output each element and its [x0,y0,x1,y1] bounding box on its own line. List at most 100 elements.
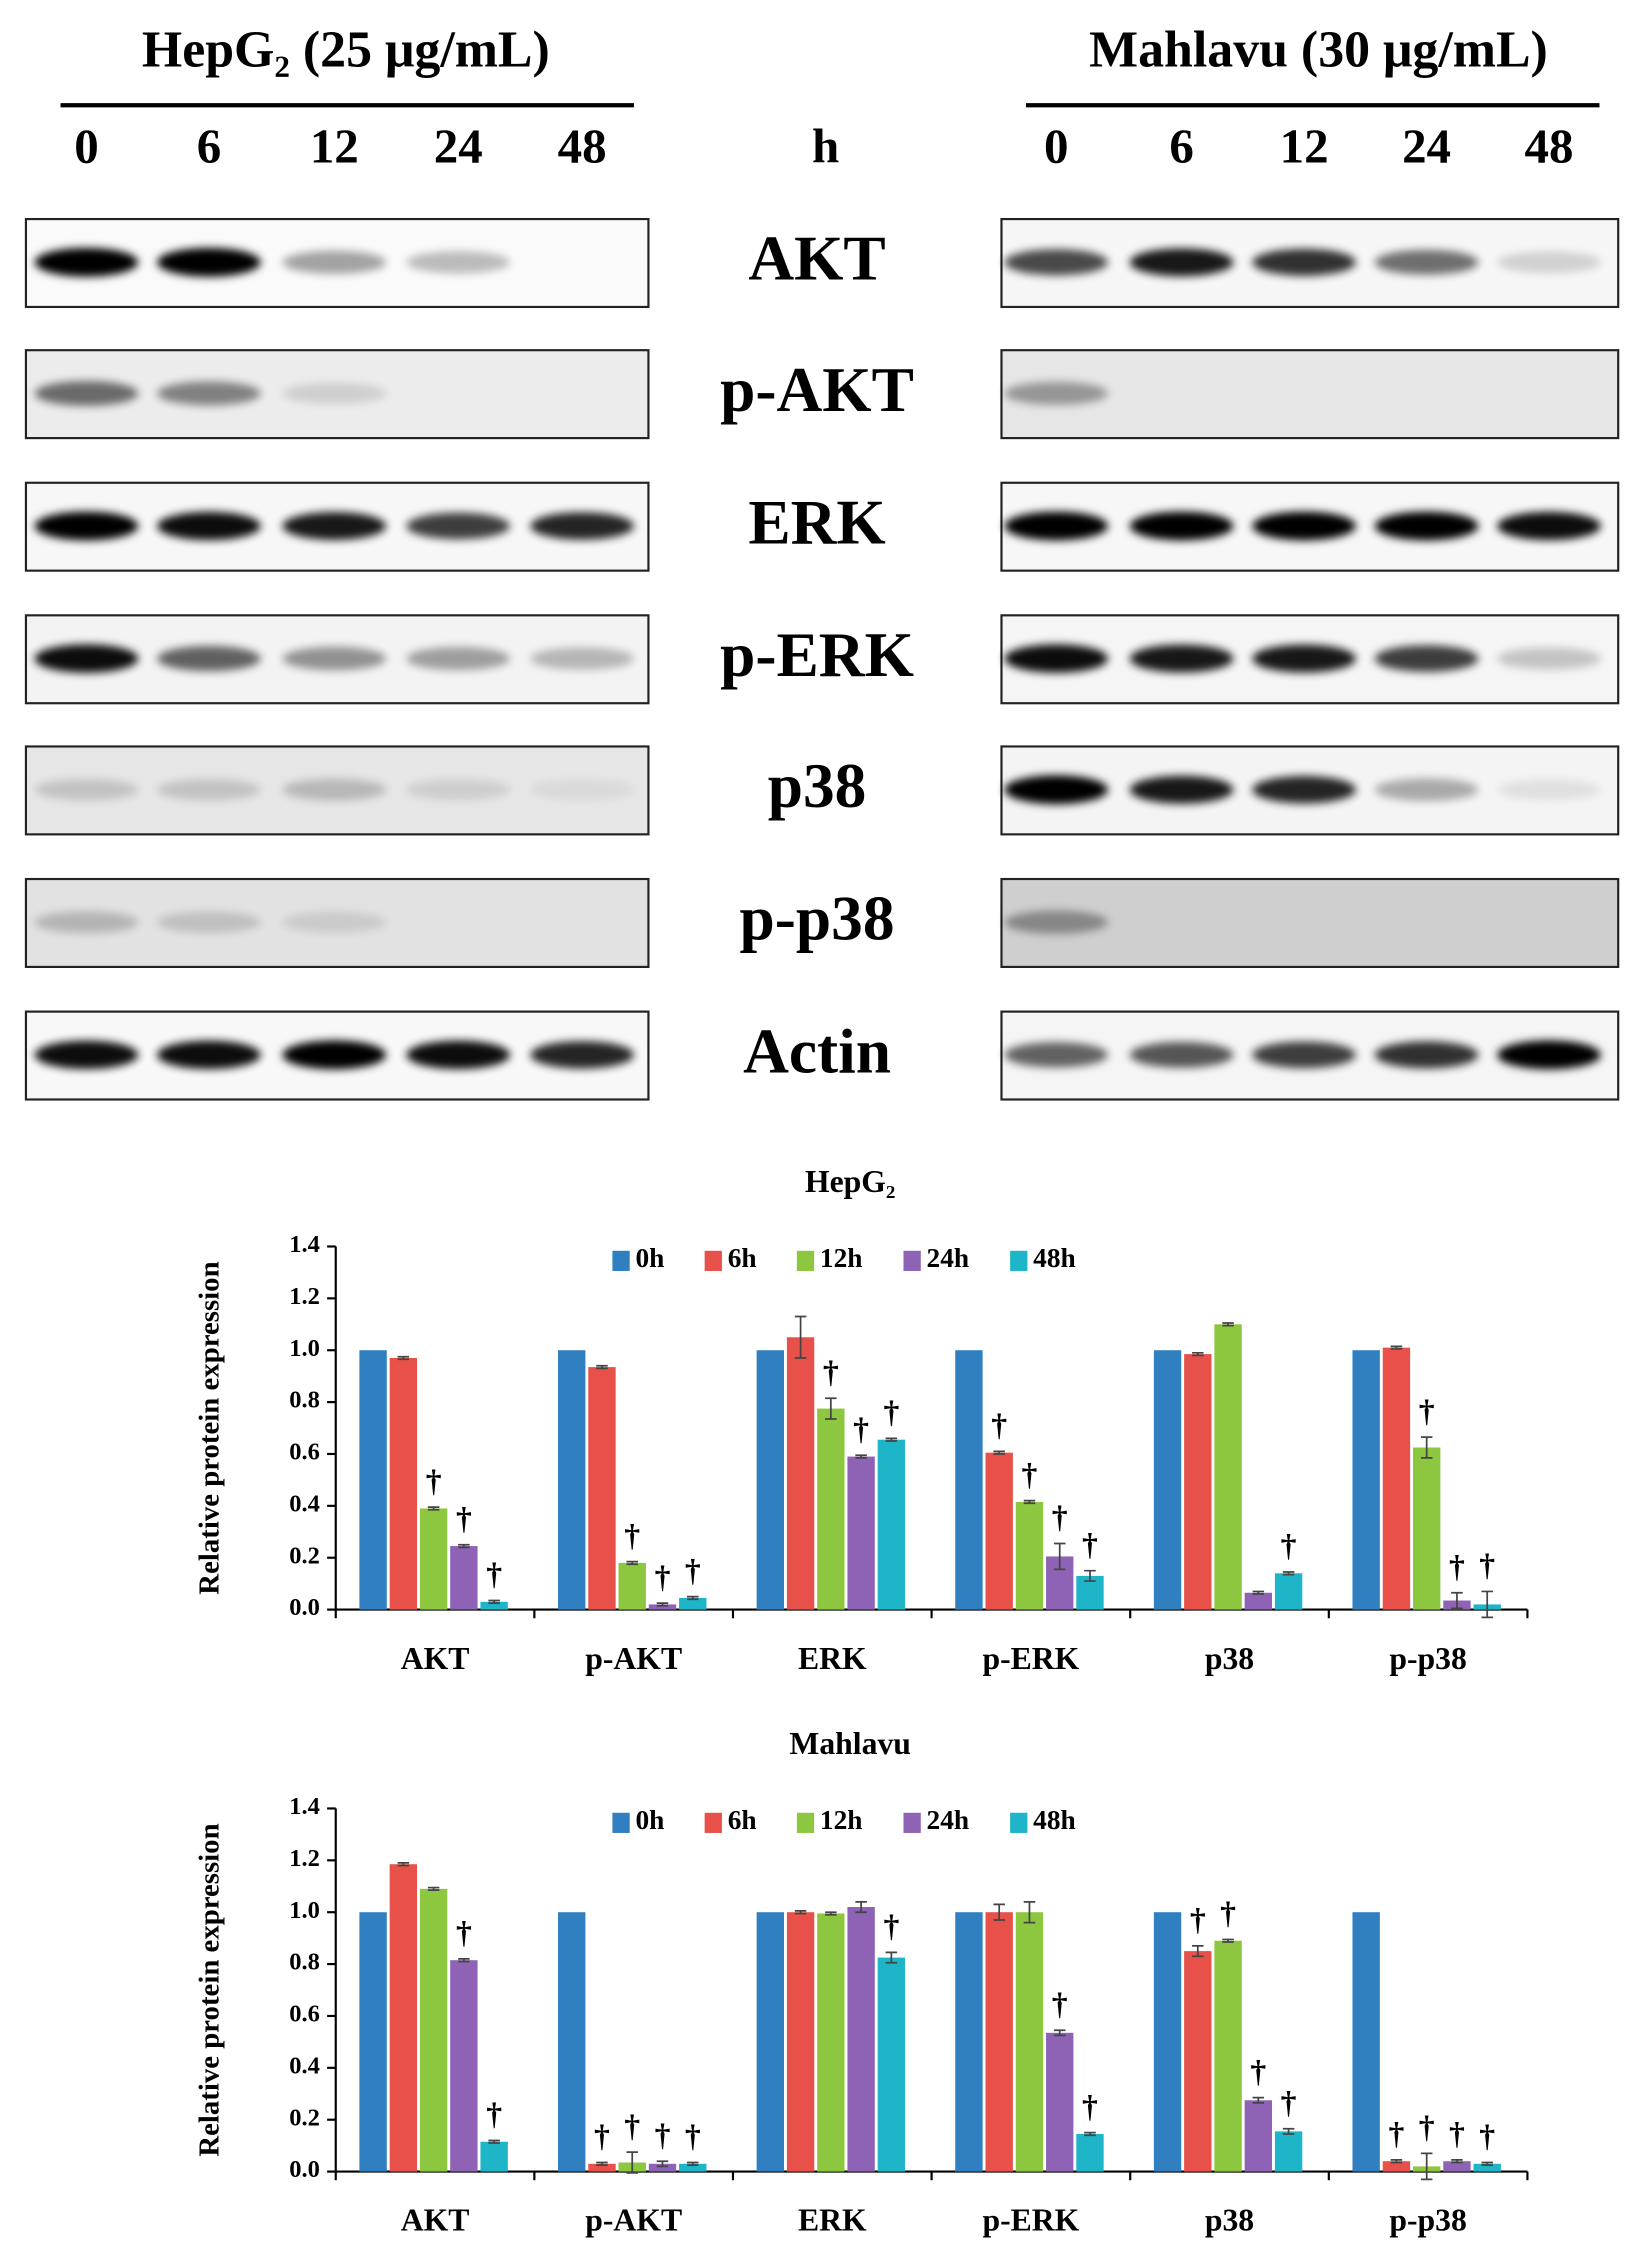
significance-mark: † [1479,1548,1495,1583]
bar [359,1912,387,2172]
error-bar [794,1315,807,1359]
significance-mark: † [883,1395,899,1430]
legend-swatch [612,1812,630,1833]
x-tick-label: p-p38 [1389,2203,1467,2238]
y-tick-label: 0.0 [289,2156,320,2183]
significance-mark: † [456,1501,472,1536]
bar [1153,1350,1182,1610]
y-tick-label: 0.2 [289,2104,320,2131]
bar [648,2163,677,2172]
error-bar [993,1903,1005,1921]
bar [1153,1912,1182,2172]
x-tick-label: p-p38 [1389,1641,1467,1676]
bar [1412,1447,1441,1610]
protein-label: AKT [748,224,885,294]
blot-band [282,646,387,671]
significance-mark: † [1220,1896,1236,1931]
blot-band [406,1040,511,1070]
bar [419,1508,448,1610]
x-tick-label: p38 [1205,2203,1254,2238]
blot-band [1004,249,1109,276]
blot-band [406,646,511,671]
bar [679,2163,707,2172]
significance-mark: † [1419,1393,1435,1428]
y-tick-label: 1.0 [289,1335,320,1362]
blot-band [34,511,139,541]
bar [756,1350,785,1610]
error-bar [1252,1590,1265,1595]
x-tick-label: p38 [1205,1641,1254,1676]
error-bar [1053,2029,1066,2037]
blot-band [1374,1041,1479,1069]
bar [679,1597,707,1610]
significance-mark: † [655,1559,671,1594]
bar [648,1604,677,1610]
error-bar [825,1397,837,1420]
y-axis-label: Relative protein expression [193,1823,225,2156]
bar [359,1350,387,1610]
lane-label: 12 [310,119,359,174]
bar [1214,1324,1242,1610]
blot-band [34,380,139,406]
legend-swatch [704,1250,722,1271]
blot-band [1374,778,1479,802]
error-bar [596,2161,608,2166]
blot-band [157,1040,261,1070]
bar [847,1456,875,1610]
legend-swatch [612,1250,630,1271]
y-tick-label: 0.4 [289,2052,320,2079]
legend-label: 6h [728,1243,757,1273]
legend-label: 6h [728,1805,757,1835]
x-tick-label: ERK [798,2203,867,2238]
error-bar [825,1911,837,1916]
error-bar [1192,1945,1204,1958]
blot-band [282,512,387,540]
legend-swatch [1010,1250,1028,1271]
bar [1382,2161,1411,2172]
error-bar [397,1355,410,1361]
significance-mark: † [655,2117,671,2152]
blot-band [157,511,261,541]
error-bar [1451,1591,1463,1610]
error-bar [1023,1499,1036,1505]
y-tick-label: 1.2 [289,1283,320,1310]
blot-band [1497,779,1601,801]
blot-band [1497,647,1601,670]
blot-band [530,512,635,540]
y-tick-label: 0.2 [289,1542,320,1569]
blot-band [1004,644,1109,673]
blot-band [282,1040,387,1070]
y-tick-label: 1.2 [289,1845,320,1872]
bar [1076,2133,1104,2172]
legend-label: 24h [927,1805,970,1835]
error-bar [855,1900,867,1914]
error-bar [1053,1542,1066,1571]
blot-band [34,247,139,277]
lane-label: 0 [74,119,99,174]
bar [1443,2161,1471,2172]
error-bar [686,2161,699,2166]
bar [558,1350,586,1610]
error-bar [1481,1590,1493,1619]
blot-band [34,778,139,801]
bar [588,1367,616,1610]
significance-mark: † [1449,2116,1465,2151]
bar [1274,2131,1303,2172]
y-tick-label: 0.8 [289,1387,320,1414]
blot-band [1374,645,1479,672]
legend-label: 12h [820,1805,863,1835]
bar [817,1913,845,2172]
significance-mark: † [1052,1986,1068,2021]
blot-band [157,911,261,933]
significance-mark: † [1082,1527,1098,1562]
blot-band [530,647,635,670]
blot-band [1004,511,1109,541]
blot-band [1252,511,1356,541]
bar [1046,2032,1074,2172]
significance-mark: † [1389,2116,1405,2151]
legend-label: 0h [635,1243,664,1273]
bar [1352,1912,1380,2172]
significance-mark: † [456,1915,472,1950]
significance-mark: † [624,2108,640,2143]
significance-mark: † [1082,2089,1098,2124]
